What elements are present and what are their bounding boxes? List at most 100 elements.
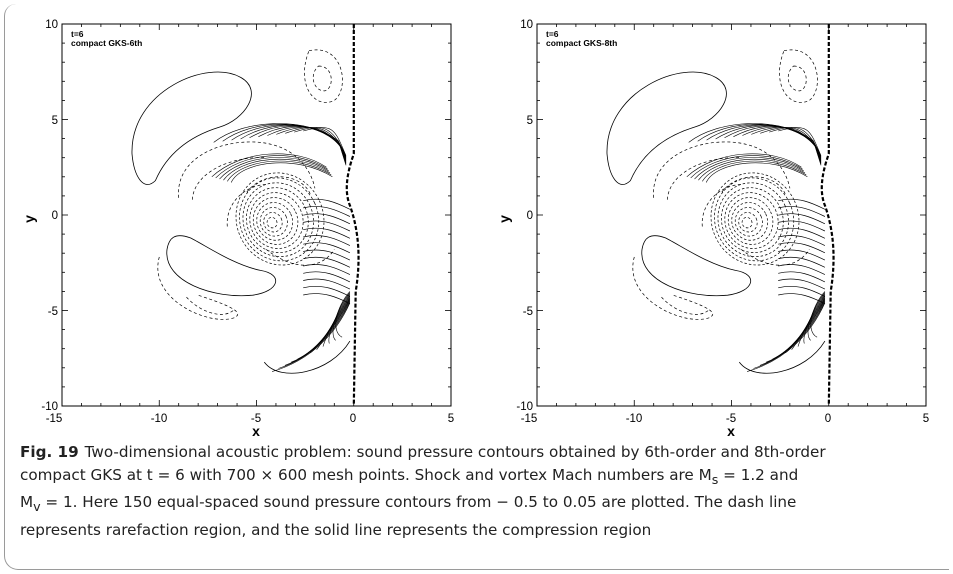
figure-area: -15 -10 -5 0 5 10 5 0 -5 -10 x y t=6 com… <box>20 12 950 452</box>
compression-contour <box>303 227 351 239</box>
compression-contour <box>303 198 351 210</box>
vortex-contour <box>741 217 753 229</box>
compression-contour <box>807 292 826 341</box>
compression-contour <box>803 293 826 344</box>
compression-contour <box>705 162 808 183</box>
y-tick-label: 5 <box>527 115 533 127</box>
compression-contour <box>303 235 351 246</box>
compression-contour <box>328 293 351 344</box>
vortex-contour <box>738 212 758 233</box>
vortex-contour <box>710 172 800 266</box>
x-tick-label: 0 <box>350 413 356 425</box>
vortex-contour <box>717 182 789 258</box>
caption-sub-v: v <box>33 499 41 515</box>
compression-contour <box>303 249 351 261</box>
compression-contour <box>606 71 727 185</box>
caption-label: Fig. 19 <box>20 443 79 461</box>
vortex-contour <box>734 207 763 237</box>
compression-contour <box>742 126 822 160</box>
vortex-contour <box>246 187 309 254</box>
x-tick-label: -15 <box>46 413 63 425</box>
y-tick-label: -5 <box>523 306 533 318</box>
y-tick-label: 0 <box>527 210 533 222</box>
compression-contour <box>131 71 252 185</box>
x-tick-label: -5 <box>251 413 261 425</box>
rarefaction-contour <box>304 49 343 103</box>
figure-svg: -15 -10 -5 0 5 10 5 0 -5 -10 x y t=6 com… <box>21 19 929 439</box>
compression-contour <box>303 206 351 217</box>
rarefaction-contour <box>226 184 269 227</box>
compression-contour <box>230 162 333 183</box>
vortex-contour <box>239 177 320 262</box>
compression-contour <box>686 153 802 178</box>
compression-contour <box>215 155 328 179</box>
vortex-contour <box>252 197 299 245</box>
compression-contour <box>219 157 330 180</box>
figure-caption: Fig. 19 Two-dimensional acoustic problem:… <box>20 441 935 542</box>
x-ticks <box>536 23 927 407</box>
x-tick-label: -10 <box>151 413 168 425</box>
vortex-contour <box>249 192 304 249</box>
compression-contour <box>778 271 826 283</box>
compression-contour <box>166 235 277 297</box>
rarefaction-contour <box>157 256 239 320</box>
shock-line <box>820 24 835 407</box>
rarefaction-contour <box>186 296 234 315</box>
panel-method-label: compact GKS-6th <box>71 38 142 48</box>
caption-line4: represents rarefaction region, and the s… <box>20 520 652 539</box>
vortex-contour <box>731 202 769 241</box>
y-tick-label: 5 <box>52 115 58 127</box>
plot-border <box>61 23 452 407</box>
caption-line2: compact GKS at t = 6 with 700 × 600 mesh… <box>20 466 712 485</box>
vortex-contour <box>266 217 278 229</box>
compression-contour <box>778 256 826 268</box>
plot-border <box>536 23 927 407</box>
compression-contour <box>778 235 826 246</box>
rarefaction-contour <box>787 65 807 92</box>
rarefaction-contour <box>653 141 791 198</box>
y-axis-label: y <box>21 215 37 223</box>
vortex-contour <box>259 207 288 237</box>
caption-line2-end: = 1.2 and <box>718 466 799 485</box>
rarefaction-contour <box>246 176 312 197</box>
compression-contour <box>778 242 826 254</box>
x-tick-label: -15 <box>521 413 538 425</box>
compression-contour <box>211 153 327 178</box>
vortex-contour <box>235 172 325 266</box>
compression-contour <box>322 294 351 347</box>
compression-contour <box>332 292 351 341</box>
compression-contour <box>797 294 826 347</box>
vortex-contour <box>721 187 784 254</box>
y-tick-label: 10 <box>520 19 533 31</box>
compression-contour <box>303 278 351 290</box>
vortex-contour <box>263 212 283 233</box>
compression-contour <box>303 127 347 156</box>
compression-contour <box>303 213 351 225</box>
compression-contour <box>778 198 826 210</box>
rarefaction-contour <box>178 141 316 198</box>
x-axis-label: x <box>727 423 735 439</box>
y-axis-label: y <box>496 215 512 223</box>
vortex-contour <box>242 182 314 258</box>
compression-contour <box>778 285 826 297</box>
compression-contour <box>303 271 351 283</box>
rarefaction-contour <box>779 49 818 103</box>
compression-contour <box>258 126 347 161</box>
compression-contour <box>778 213 826 225</box>
compression-contour <box>778 227 826 239</box>
compression-contour <box>303 242 351 254</box>
compression-contour <box>641 235 752 297</box>
x-ticks <box>61 23 452 407</box>
y-tick-label: -10 <box>516 401 533 413</box>
rarefaction-contour <box>701 184 744 227</box>
rarefaction-contour <box>632 256 714 320</box>
caption-line3: = 1. Here 150 equal-spaced sound pressur… <box>40 493 797 512</box>
vortex-contour <box>714 177 795 262</box>
rarefaction-contour <box>312 65 332 92</box>
compression-contour <box>267 126 347 160</box>
compression-contour <box>778 293 826 304</box>
panel-right: -15 -10 -5 0 5 10 5 0 -5 -10 x y t=6 com… <box>496 19 929 439</box>
compression-contour <box>778 206 826 217</box>
y-tick-label: -10 <box>41 401 58 413</box>
contour-plot <box>131 24 360 407</box>
